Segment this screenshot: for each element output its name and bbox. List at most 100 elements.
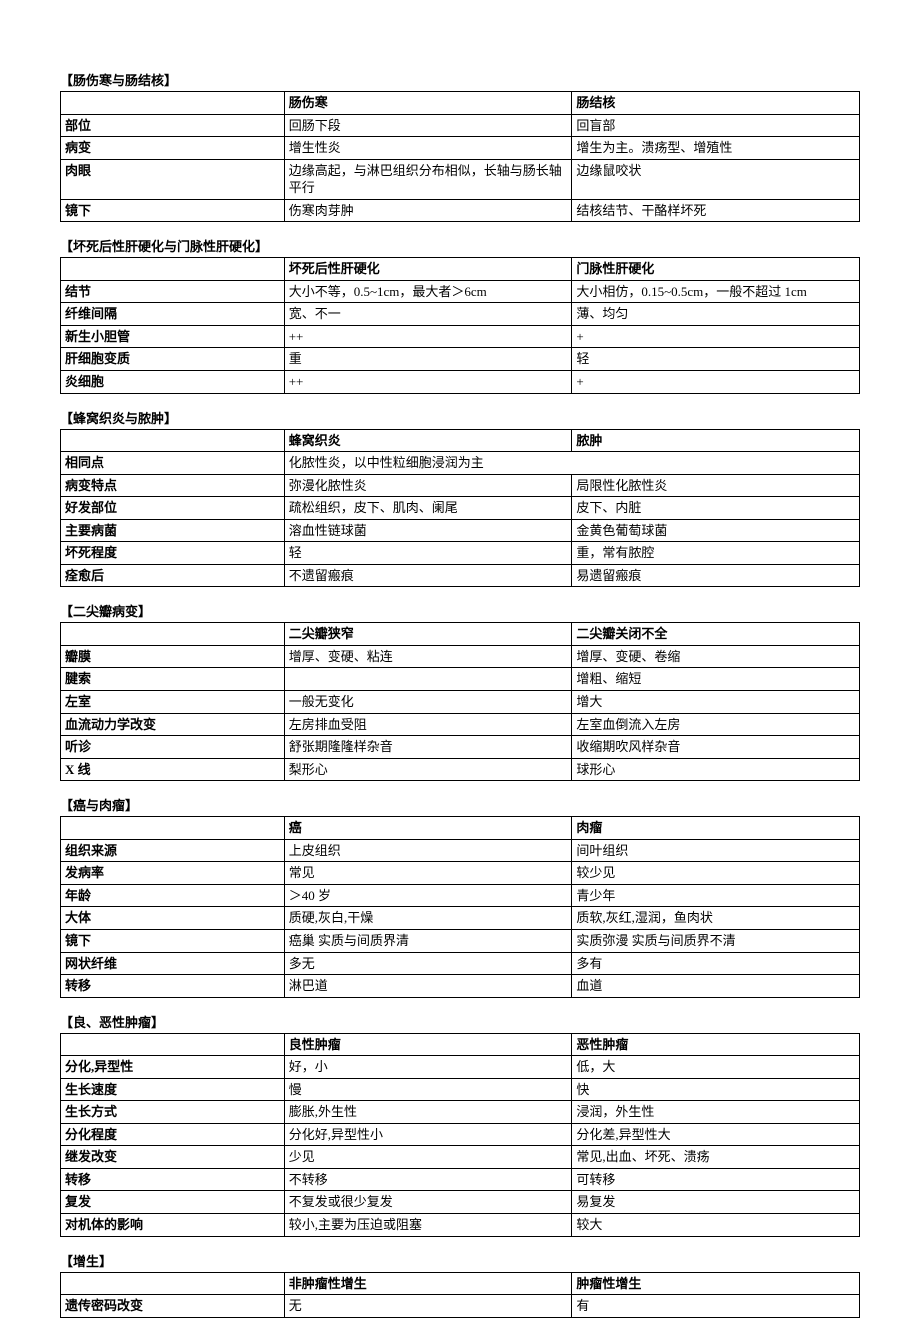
table-row-label: 好发部位 (61, 497, 285, 520)
table-cell: 左房排血受阻 (284, 713, 572, 736)
table-row-label: 大体 (61, 907, 285, 930)
table-header-cell: 脓肿 (572, 429, 860, 452)
table-cell: 实质弥漫 实质与间质界不清 (572, 929, 860, 952)
table-row: 部位回肠下段回盲部 (61, 114, 860, 137)
table-cell: 梨形心 (284, 758, 572, 781)
table-row: 病变特点弥漫化脓性炎局限性化脓性炎 (61, 474, 860, 497)
table-row: 腱索 增粗、缩短 (61, 668, 860, 691)
table-row: 继发改变少见常见,出血、坏死、溃疡 (61, 1146, 860, 1169)
table-cell: 增粗、缩短 (572, 668, 860, 691)
table-cell: 局限性化脓性炎 (572, 474, 860, 497)
table-row-label: 部位 (61, 114, 285, 137)
table-header-cell: 恶性肿瘤 (572, 1033, 860, 1056)
table-cell: 重 (284, 348, 572, 371)
table-cell: 舒张期隆隆样杂音 (284, 736, 572, 759)
table-cell: + (572, 371, 860, 394)
table-row-label: 转移 (61, 975, 285, 998)
table-cell: 轻 (572, 348, 860, 371)
table-row-label: 镜下 (61, 199, 285, 222)
comparison-table: 肠伤寒肠结核部位回肠下段回盲部病变增生性炎增生为主。溃疡型、增殖性肉眼边缘高起，… (60, 91, 860, 222)
table-cell: 轻 (284, 542, 572, 565)
section-title: 【良、恶性肿瘤】 (60, 1012, 860, 1031)
table-cell: 较小,主要为压迫或阻塞 (284, 1213, 572, 1236)
table-cell: 薄、均匀 (572, 303, 860, 326)
table-cell: + (572, 325, 860, 348)
table-row: 痊愈后不遗留瘢痕易遗留瘢痕 (61, 564, 860, 587)
table-cell: 可转移 (572, 1168, 860, 1191)
table-header-cell: 肠结核 (572, 92, 860, 115)
table-row-label: 转移 (61, 1168, 285, 1191)
table-cell: 易复发 (572, 1191, 860, 1214)
table-cell: 结核结节、干酪样坏死 (572, 199, 860, 222)
table-header-cell: 肠伤寒 (284, 92, 572, 115)
table-row: 发病率常见较少见 (61, 862, 860, 885)
table-row: 肝细胞变质重轻 (61, 348, 860, 371)
table-header-cell: 癌 (284, 817, 572, 840)
table-row-label: 对机体的影响 (61, 1213, 285, 1236)
table-cell: 伤寒肉芽肿 (284, 199, 572, 222)
table-row: 坏死程度轻重，常有脓腔 (61, 542, 860, 565)
table-cell: 疏松组织，皮下、肌肉、阑尾 (284, 497, 572, 520)
section-title: 【癌与肉瘤】 (60, 795, 860, 814)
table-cell: 增大 (572, 691, 860, 714)
table-cell: 常见 (284, 862, 572, 885)
table-cell: 边缘高起，与淋巴组织分布相似，长轴与肠长轴平行 (284, 159, 572, 199)
table-cell: 好，小 (284, 1056, 572, 1079)
table-header-cell: 门脉性肝硬化 (572, 258, 860, 281)
table-header-cell (61, 817, 285, 840)
table-row-label: 相同点 (61, 452, 285, 475)
table-row: 病变增生性炎增生为主。溃疡型、增殖性 (61, 137, 860, 160)
table-row-label: 主要病菌 (61, 519, 285, 542)
table-cell: 溶血性链球菌 (284, 519, 572, 542)
table-row-label: 发病率 (61, 862, 285, 885)
table-row: 镜下癌巢 实质与间质界清实质弥漫 实质与间质界不清 (61, 929, 860, 952)
table-cell: 少见 (284, 1146, 572, 1169)
table-header-cell: 非肿瘤性增生 (284, 1272, 572, 1295)
table-cell: 边缘鼠咬状 (572, 159, 860, 199)
table-row: X 线梨形心球形心 (61, 758, 860, 781)
table-header-cell (61, 623, 285, 646)
table-row: 分化,异型性好，小低，大 (61, 1056, 860, 1079)
table-header-cell: 坏死后性肝硬化 (284, 258, 572, 281)
table-row-label: 生长方式 (61, 1101, 285, 1124)
table-cell: 间叶组织 (572, 839, 860, 862)
table-row: 瓣膜增厚、变硬、粘连增厚、变硬、卷缩 (61, 645, 860, 668)
table-row-label: 左室 (61, 691, 285, 714)
table-cell: 增生性炎 (284, 137, 572, 160)
section-title: 【肠伤寒与肠结核】 (60, 70, 860, 89)
table-row-label: 病变特点 (61, 474, 285, 497)
table-cell: 分化好,异型性小 (284, 1123, 572, 1146)
table-header-cell (61, 1033, 285, 1056)
table-cell: 不转移 (284, 1168, 572, 1191)
table-cell: ++ (284, 325, 572, 348)
table-cell: 分化差,异型性大 (572, 1123, 860, 1146)
table-cell: ＞40 岁 (284, 884, 572, 907)
table-row: 肉眼边缘高起，与淋巴组织分布相似，长轴与肠长轴平行边缘鼠咬状 (61, 159, 860, 199)
table-row-label: 镜下 (61, 929, 285, 952)
table-row: 年龄＞40 岁青少年 (61, 884, 860, 907)
table-row: 左室一般无变化增大 (61, 691, 860, 714)
table-cell: 易遗留瘢痕 (572, 564, 860, 587)
table-header-cell: 肿瘤性增生 (572, 1272, 860, 1295)
comparison-table: 二尖瓣狭窄二尖瓣关闭不全瓣膜增厚、变硬、粘连增厚、变硬、卷缩腱索增粗、缩短左室一… (60, 622, 860, 781)
table-cell: 淋巴道 (284, 975, 572, 998)
table-row: 镜下伤寒肉芽肿结核结节、干酪样坏死 (61, 199, 860, 222)
table-header-cell (61, 429, 285, 452)
comparison-table: 坏死后性肝硬化门脉性肝硬化结节大小不等，0.5~1cm，最大者＞6cm大小相仿，… (60, 257, 860, 393)
table-row-label: 听诊 (61, 736, 285, 759)
table-row-label: 腱索 (61, 668, 285, 691)
table-row: 听诊舒张期隆隆样杂音收缩期吹风样杂音 (61, 736, 860, 759)
table-cell: 慢 (284, 1078, 572, 1101)
table-row-label: 分化,异型性 (61, 1056, 285, 1079)
table-row-label: 分化程度 (61, 1123, 285, 1146)
table-row-label: 复发 (61, 1191, 285, 1214)
table-header-cell: 二尖瓣狭窄 (284, 623, 572, 646)
table-cell: 宽、不一 (284, 303, 572, 326)
table-row-label: 坏死程度 (61, 542, 285, 565)
table-row: 炎细胞+++ (61, 371, 860, 394)
table-row-label: 肝细胞变质 (61, 348, 285, 371)
table-cell: 较大 (572, 1213, 860, 1236)
table-row: 转移不转移可转移 (61, 1168, 860, 1191)
table-cell: 快 (572, 1078, 860, 1101)
table-header-cell: 蜂窝织炎 (284, 429, 572, 452)
